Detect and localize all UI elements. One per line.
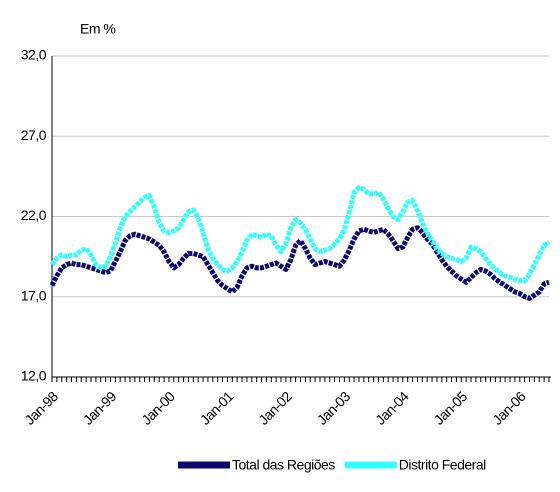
x-tick-label: Jan-98 <box>21 388 61 428</box>
x-tick-label: Jan-05 <box>431 388 471 428</box>
x-tick-label: Jan-02 <box>255 388 295 428</box>
y-tick-label: 32,0 <box>21 47 47 63</box>
x-tick-label: Jan-00 <box>138 388 178 428</box>
series-line <box>49 225 550 301</box>
x-tick-label: Jan-01 <box>197 388 237 428</box>
x-tick-label: Jan-06 <box>489 388 529 428</box>
series-line <box>50 185 551 284</box>
y-tick-label: 22,0 <box>21 207 47 223</box>
x-tick-label: Jan-04 <box>372 388 412 428</box>
legend-label: Total das Regiões <box>232 457 335 473</box>
y-tick-label: 12,0 <box>21 368 47 384</box>
y-tick-label: 27,0 <box>21 127 47 143</box>
x-tick-label: Jan-99 <box>80 388 120 428</box>
x-tick-label: Jan-03 <box>314 388 354 428</box>
chart-title: Em % <box>80 21 115 37</box>
y-tick-label: 17,0 <box>21 287 47 303</box>
legend-label: Distrito Federal <box>399 457 486 473</box>
